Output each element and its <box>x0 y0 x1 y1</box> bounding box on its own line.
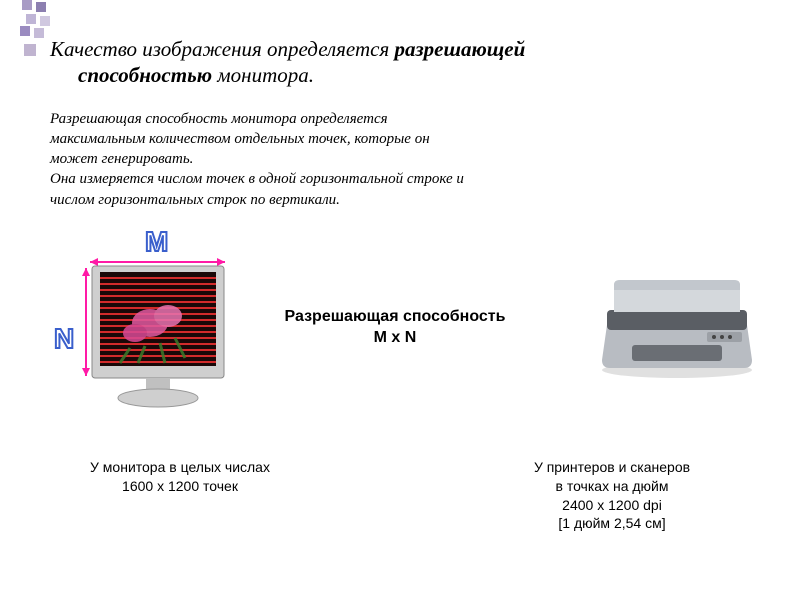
title-text-1: Качество изображения определяется <box>50 37 394 61</box>
label-n: N <box>54 323 75 355</box>
corner-decoration <box>18 0 48 40</box>
printer-svg <box>592 270 762 380</box>
printer-caption-l4: [1 дюйм 2,54 см] <box>492 514 732 533</box>
deco-square <box>36 2 46 12</box>
title-bold-2: способностью <box>78 63 212 87</box>
deco-square <box>26 14 36 24</box>
captions-row: У монитора в целых числах 1600 x 1200 то… <box>50 458 772 534</box>
title-bullet <box>24 44 36 56</box>
monitor-caption-l2: 1600 x 1200 точек <box>70 477 290 496</box>
arrow-vertical <box>82 268 90 376</box>
printer-caption: У принтеров и сканеров в точках на дюйм … <box>492 458 732 534</box>
desc-p1: Разрешающая способность монитора определ… <box>50 109 480 170</box>
deco-square <box>40 16 50 26</box>
printer-caption-l1: У принтеров и сканеров <box>492 458 732 477</box>
illustration-row: M N <box>50 228 772 428</box>
monitor-caption-l1: У монитора в целых числах <box>70 458 290 477</box>
printer-caption-l3: 2400 x 1200 dpi <box>492 496 732 515</box>
deco-square <box>34 28 44 38</box>
resolution-line2: M x N <box>280 328 510 349</box>
monitor-caption: У монитора в целых числах 1600 x 1200 то… <box>70 458 290 534</box>
resolution-line1: Разрешающая способность <box>280 307 510 328</box>
title-bold-1: разрешающей <box>394 37 525 61</box>
printer-illustration <box>592 270 762 385</box>
title-text-2: монитора. <box>212 63 314 87</box>
resolution-label: Разрешающая способность M x N <box>280 307 510 349</box>
desc-p2: Она измеряется числом точек в одной гори… <box>50 169 480 210</box>
deco-square <box>20 26 30 36</box>
slide-title: Качество изображения определяется разреш… <box>50 36 772 89</box>
monitor-illustration: M N <box>50 228 260 428</box>
label-m: M <box>145 226 169 258</box>
printer-caption-l2: в точках на дюйм <box>492 477 732 496</box>
slide-content: Качество изображения определяется разреш… <box>0 0 800 533</box>
description: Разрешающая способность монитора определ… <box>50 109 480 210</box>
monitor-svg <box>50 228 260 428</box>
arrow-horizontal <box>90 258 225 266</box>
deco-square <box>22 0 32 10</box>
